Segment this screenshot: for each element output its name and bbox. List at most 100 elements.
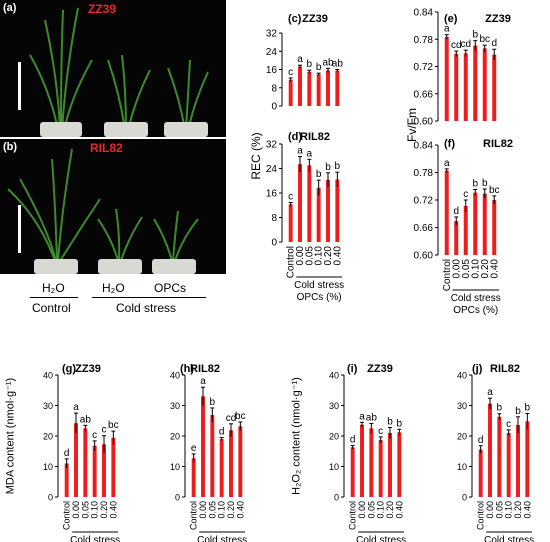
y-tick-label: 32 — [266, 29, 278, 40]
bar — [360, 424, 364, 497]
y-tick-label: 30 — [170, 401, 180, 411]
bar — [229, 430, 233, 497]
significance-letter: bc — [108, 420, 119, 431]
significance-letter: b — [316, 169, 322, 180]
x-tick-label: 0.40 — [489, 259, 500, 279]
panel-tag: (g) — [62, 363, 76, 375]
bar — [488, 403, 492, 497]
significance-letter: d — [219, 427, 225, 438]
group-label-opcs: OPCs (%) — [297, 292, 342, 303]
bar — [326, 70, 330, 106]
significance-letter: b — [397, 418, 403, 429]
bar — [478, 449, 483, 497]
y-tick-label: 40 — [43, 371, 53, 381]
significance-letter: d — [350, 434, 356, 445]
group-label-cold-stress: Cold stress — [116, 301, 177, 315]
bar — [454, 53, 459, 121]
bar — [492, 200, 497, 255]
y-tick-label: 16 — [266, 65, 278, 76]
y-tick-label: 0.72 — [414, 196, 434, 207]
x-tick-label: 0.40 — [522, 501, 532, 519]
panel-title: ZZ39 — [367, 363, 393, 375]
y-tick-label: 0.60 — [414, 117, 434, 128]
group-label-cold-stress: Cold stress — [451, 293, 501, 304]
bar — [102, 444, 106, 497]
bar — [64, 463, 69, 497]
x-tick-label: 0.00 — [357, 501, 367, 519]
panel-tag: (c) — [288, 13, 302, 25]
x-tick-label: 0.20 — [99, 501, 109, 519]
x-tick-label: 0.10 — [470, 259, 481, 279]
significance-letter: a — [297, 146, 303, 157]
significance-letter: bc — [479, 34, 490, 45]
treatment-label-h2o-cold: H₂O — [102, 281, 125, 295]
significance-letter: c — [506, 419, 511, 430]
significance-letter: d — [491, 38, 497, 49]
x-tick-label: 0.10 — [90, 501, 100, 519]
cultivar-name: RIL82 — [90, 141, 123, 155]
group-label-cold-stress: Cold stress — [294, 280, 344, 291]
pot — [152, 259, 196, 274]
y-tick-label: 8 — [271, 83, 277, 94]
y-tick-label: 10 — [43, 462, 53, 472]
bar — [482, 48, 487, 122]
y-tick-label: 0.84 — [414, 8, 434, 19]
panel-title: RIL82 — [300, 131, 330, 143]
x-tick-label: 0.40 — [332, 246, 343, 266]
y-tick-label: 32 — [266, 140, 278, 151]
x-tick-label: 0.05 — [366, 501, 376, 519]
pot — [40, 122, 82, 137]
y-tick-label: 10 — [329, 462, 339, 472]
y-tick-label: 30 — [43, 401, 53, 411]
x-tick-label: Control — [62, 501, 72, 530]
panel-title: RIL82 — [490, 363, 520, 375]
significance-letter: a — [359, 411, 365, 422]
bar — [463, 205, 468, 255]
bar — [298, 66, 302, 106]
significance-letter: cd — [451, 40, 462, 51]
panel-tag: (j) — [472, 363, 483, 375]
x-tick-label: 0.05 — [461, 259, 472, 279]
bar — [210, 414, 215, 497]
x-tick-label: 0.00 — [451, 259, 462, 279]
bar — [201, 396, 205, 497]
bar — [298, 164, 302, 242]
x-tick-label: 0.00 — [485, 501, 495, 519]
significance-letter: d — [64, 448, 70, 459]
significance-letter: d — [453, 206, 459, 217]
significance-letter: e — [191, 443, 197, 454]
y-tick-label: 20 — [329, 432, 339, 442]
group-label-cold-stress: Cold stress — [484, 535, 534, 542]
bar — [326, 179, 330, 242]
significance-letter: a — [307, 148, 313, 159]
bar — [191, 458, 196, 497]
panel-tag: (i) — [347, 363, 358, 375]
x-tick-label: 0.05 — [494, 501, 504, 519]
x-tick-label: 0.10 — [504, 501, 514, 519]
y-tick-label: 0 — [175, 493, 180, 503]
group-label-cold-stress: Cold stress — [356, 535, 406, 542]
x-tick-label: Control — [348, 501, 358, 530]
bar — [288, 79, 293, 106]
panel-tag: (d) — [288, 131, 302, 143]
significance-letter: a — [200, 376, 206, 387]
panel-title: ZZ39 — [485, 13, 511, 25]
bar — [444, 36, 449, 121]
x-tick-label: Control — [189, 501, 199, 530]
bar — [307, 165, 312, 242]
x-tick-label: 0.10 — [217, 501, 227, 519]
y-tick-label: 8 — [271, 213, 277, 224]
significance-letter: b — [472, 178, 478, 189]
bar — [492, 54, 497, 121]
bar — [473, 45, 478, 121]
x-tick-label: Control — [286, 246, 297, 278]
x-tick-label: Control — [476, 501, 486, 530]
treatment-label-h2o-control: H₂O — [42, 281, 65, 295]
bar — [219, 439, 224, 497]
panel-tag: (f) — [444, 138, 455, 150]
significance-letter: c — [102, 425, 107, 436]
panel-tag: (b) — [3, 141, 18, 153]
bar — [397, 432, 402, 497]
photo-zz39: (a) ZZ39 — [0, 0, 226, 137]
bar — [369, 428, 374, 497]
